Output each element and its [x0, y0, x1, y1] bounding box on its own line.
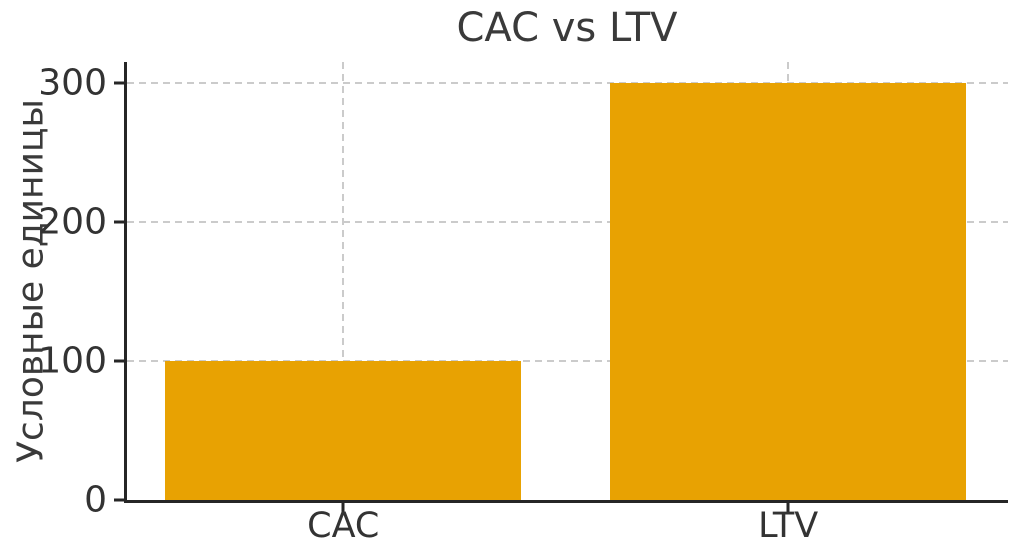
x-tick-mark-ltv	[786, 503, 790, 513]
y-tick-mark-0	[114, 498, 124, 502]
x-tick-mark-cac	[341, 503, 345, 513]
y-axis-spine	[124, 62, 127, 503]
y-tick-label-0: 0	[84, 479, 107, 521]
y-tick-mark-300	[114, 81, 124, 85]
x-tick-label-ltv: LTV	[758, 506, 819, 546]
y-tick-mark-200	[114, 220, 124, 224]
bar-ltv	[610, 82, 967, 500]
gridline-y-300	[127, 81, 1008, 84]
gridline-y-100	[127, 359, 1008, 362]
chart-title: CAC vs LTV	[456, 5, 678, 51]
y-axis-label: Условные единицы	[10, 99, 52, 463]
y-tick-label-200: 200	[38, 201, 107, 243]
gridline-x-cac	[342, 62, 345, 500]
gridline-y-200	[127, 220, 1008, 223]
y-tick-mark-100	[114, 359, 124, 363]
x-axis-spine	[124, 500, 1008, 503]
plot-area: 0 100 200 300 CAC LTV	[38, 62, 1008, 546]
y-tick-label-300: 300	[38, 62, 107, 104]
y-tick-label-100: 100	[38, 340, 107, 382]
x-tick-label-cac: CAC	[307, 506, 380, 546]
bar-cac	[165, 360, 522, 500]
